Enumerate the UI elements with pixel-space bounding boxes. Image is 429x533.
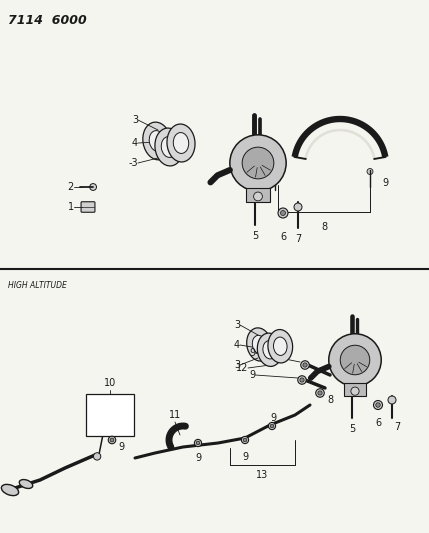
Circle shape <box>301 361 309 369</box>
Circle shape <box>269 422 275 430</box>
Circle shape <box>90 183 97 190</box>
Circle shape <box>110 438 114 442</box>
Circle shape <box>230 135 286 191</box>
Text: 9: 9 <box>270 413 276 423</box>
Circle shape <box>272 172 278 177</box>
Ellipse shape <box>274 337 287 356</box>
Ellipse shape <box>167 124 195 162</box>
Circle shape <box>300 378 304 382</box>
Ellipse shape <box>252 335 266 353</box>
Circle shape <box>196 441 200 445</box>
Text: 13: 13 <box>256 470 268 480</box>
FancyBboxPatch shape <box>81 202 95 212</box>
Text: 8: 8 <box>327 395 333 405</box>
Ellipse shape <box>263 341 277 359</box>
Ellipse shape <box>19 480 33 488</box>
Text: 6: 6 <box>280 232 286 242</box>
Text: 3: 3 <box>234 360 240 370</box>
Text: 9: 9 <box>382 178 388 188</box>
Ellipse shape <box>161 136 177 157</box>
Text: 4: 4 <box>132 138 138 148</box>
Circle shape <box>278 208 288 218</box>
Text: 4: 4 <box>234 340 240 350</box>
Text: 3: 3 <box>132 115 138 125</box>
Circle shape <box>318 391 322 395</box>
Circle shape <box>388 396 396 404</box>
Circle shape <box>294 203 302 211</box>
Circle shape <box>94 453 101 460</box>
Circle shape <box>242 147 274 179</box>
Circle shape <box>374 400 383 409</box>
Text: 9: 9 <box>262 192 268 202</box>
Circle shape <box>298 376 306 384</box>
Text: HIGH ALTITUDE: HIGH ALTITUDE <box>8 281 67 290</box>
Circle shape <box>281 211 286 215</box>
Circle shape <box>254 192 263 201</box>
Circle shape <box>242 437 248 443</box>
Text: 7: 7 <box>394 422 400 432</box>
Ellipse shape <box>268 329 293 363</box>
Ellipse shape <box>1 484 18 496</box>
Text: 1: 1 <box>68 202 74 212</box>
Ellipse shape <box>149 131 165 151</box>
Bar <box>344 383 366 396</box>
Text: 10: 10 <box>104 378 116 388</box>
Text: -3: -3 <box>128 158 138 168</box>
Text: 5: 5 <box>349 424 355 434</box>
Ellipse shape <box>173 133 189 154</box>
Text: 9: 9 <box>195 453 201 463</box>
Circle shape <box>316 389 324 397</box>
Bar <box>246 188 270 201</box>
Circle shape <box>340 345 370 375</box>
Ellipse shape <box>143 122 171 160</box>
Ellipse shape <box>247 328 272 361</box>
Circle shape <box>376 403 380 407</box>
Text: 12: 12 <box>236 363 248 373</box>
Text: 2: 2 <box>68 182 74 192</box>
Text: 9: 9 <box>249 370 255 380</box>
Text: 8: 8 <box>321 222 327 232</box>
Circle shape <box>329 334 381 386</box>
Text: 9: 9 <box>118 442 124 452</box>
Text: 9: 9 <box>249 348 255 358</box>
Circle shape <box>270 424 274 428</box>
Bar <box>86 394 134 436</box>
Text: 5: 5 <box>252 231 258 241</box>
Text: 6: 6 <box>375 418 381 428</box>
Text: 9: 9 <box>242 452 248 462</box>
Text: 7: 7 <box>295 234 301 244</box>
Ellipse shape <box>155 128 183 166</box>
Text: 7114  6000: 7114 6000 <box>8 14 87 27</box>
Circle shape <box>303 363 307 367</box>
Circle shape <box>194 439 202 447</box>
Ellipse shape <box>257 333 282 366</box>
Text: 11: 11 <box>169 410 181 420</box>
Circle shape <box>351 387 359 395</box>
Circle shape <box>367 168 373 174</box>
Circle shape <box>108 436 116 444</box>
Circle shape <box>243 438 247 442</box>
Text: 3: 3 <box>234 320 240 330</box>
